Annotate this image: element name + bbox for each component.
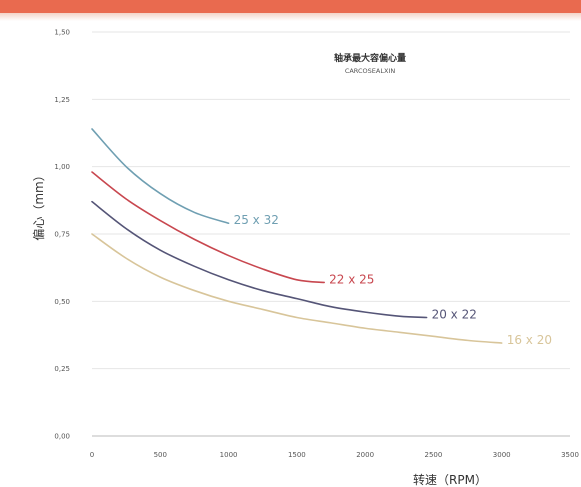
series-line-3 — [91, 233, 503, 344]
y-tick-label: 1,00 — [54, 163, 70, 171]
x-tick-label: 3500 — [561, 451, 579, 459]
chart-title: 轴承最大容偏心量 — [334, 52, 406, 64]
x-tick-label: 2500 — [425, 451, 443, 459]
x-tick-label: 0 — [90, 451, 94, 459]
axes: 0,00 0,25 0,50 0,75 1,00 1,25 1,50 0 500 1000 1500… — [54, 29, 579, 460]
series-label-1: 22 x 25 — [329, 272, 374, 286]
x-tick-label: 500 — [154, 451, 167, 459]
y-tick-label: 0,50 — [54, 298, 70, 306]
y-tick-label: 0,25 — [54, 365, 70, 373]
x-tick-label: 1000 — [220, 451, 238, 459]
series-lines: 25 x 32 22 x 25 20 x 22 16 x 20 — [91, 128, 552, 347]
chart-subtitle: CARCOSEALXIN — [345, 67, 396, 75]
y-tick-label: 0,00 — [54, 433, 70, 441]
y-tick-label: 1,25 — [54, 96, 70, 104]
y-tick-label: 1,50 — [54, 29, 70, 37]
x-tick-label: 1500 — [288, 451, 306, 459]
series-line-0 — [91, 128, 230, 225]
x-tick-label: 2000 — [356, 451, 374, 459]
y-tick-label: 0,75 — [54, 231, 70, 239]
x-axis-label: 转速（RPM） — [413, 472, 487, 487]
series-label-3: 16 x 20 — [507, 333, 552, 347]
y-axis-label: 偏心（mm） — [31, 169, 46, 240]
top-accent-bar — [0, 0, 581, 13]
series-line-1 — [91, 171, 325, 284]
top-accent-shadow — [0, 13, 581, 21]
series-label-2: 20 x 22 — [432, 307, 477, 321]
series-label-0: 25 x 32 — [234, 213, 279, 227]
grid — [92, 31, 570, 370]
x-tick-label: 3000 — [493, 451, 511, 459]
series-line-2 — [91, 200, 428, 319]
